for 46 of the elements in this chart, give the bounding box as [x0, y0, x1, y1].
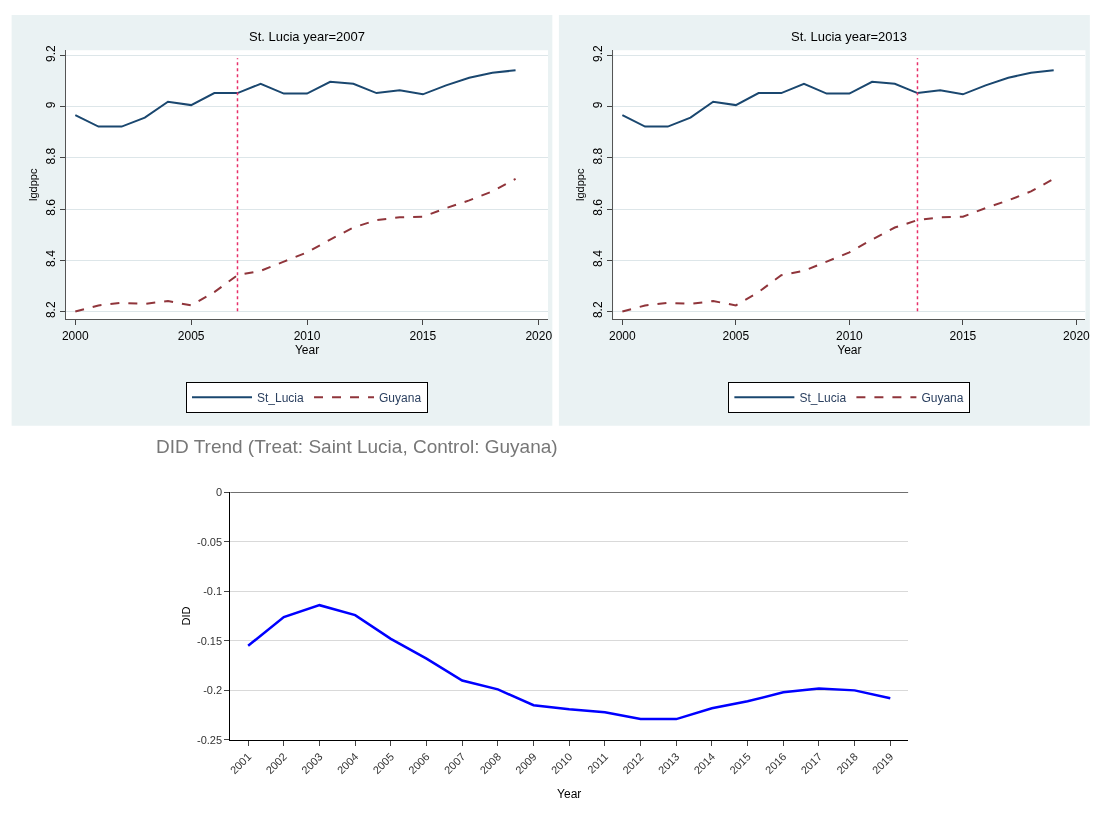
y-tick-label: 9.2: [44, 44, 59, 62]
line-series: [74, 69, 517, 128]
y-tick-label: 9.2: [591, 44, 606, 62]
y-tick-label: 8.6: [44, 198, 59, 216]
chart-title: St. Lucia year=2013: [791, 29, 907, 44]
x-axis-title: Year: [837, 342, 862, 357]
y-tick-label: -0.05: [197, 535, 223, 548]
line-series: [246, 603, 892, 721]
y-tick-label: -0.25: [197, 733, 223, 746]
y-axis-title: lgdppc: [574, 168, 587, 201]
legend-label: St_Lucia: [799, 390, 847, 405]
y-tick-label: 8.6: [591, 198, 606, 216]
y-axis-title: DID: [179, 606, 192, 626]
y-tick-label: -0.1: [203, 585, 223, 598]
y-tick-label: 8.2: [591, 301, 606, 319]
y-tick-label: 9: [591, 101, 606, 109]
legend-label: St_Lucia: [257, 390, 305, 405]
x-tick-label: 2000: [61, 328, 89, 343]
y-tick-label: 8.4: [44, 249, 59, 267]
x-axis-title: Year: [294, 342, 320, 357]
legend-label: Guyana: [379, 390, 422, 405]
y-tick-label: -0.2: [203, 684, 223, 697]
line-series: [74, 177, 517, 313]
y-tick-label: 8.4: [591, 249, 606, 267]
x-axis-title: Year: [557, 787, 582, 802]
y-tick-label: 8.2: [44, 301, 59, 319]
y-axis-title: lgdppc: [26, 168, 39, 201]
y-tick-label: 8.8: [44, 147, 59, 165]
y-tick-label: 8.8: [591, 147, 606, 165]
x-tick-label: 2005: [177, 328, 205, 343]
line-series: [621, 177, 1055, 313]
x-tick-label: 2020: [525, 328, 553, 343]
y-tick-label: -0.15: [197, 634, 223, 647]
line-series: [621, 69, 1055, 128]
x-tick-label: 2015: [409, 328, 437, 343]
x-tick-label: 2010: [293, 328, 321, 343]
x-tick-label: 2010: [836, 328, 864, 343]
x-tick-label: 2020: [1063, 328, 1091, 343]
x-tick-label: 2000: [609, 328, 637, 343]
chart-title: DID Trend (Treat: Saint Lucia, Control: Guyana): [156, 436, 558, 457]
y-tick-label: 0: [215, 486, 223, 499]
y-tick-label: 9: [44, 101, 59, 109]
x-tick-label: 2015: [949, 328, 977, 343]
chart-title: St. Lucia year=2007: [249, 29, 365, 44]
legend-label: Guyana: [921, 390, 964, 405]
x-tick-label: 2005: [722, 328, 750, 343]
